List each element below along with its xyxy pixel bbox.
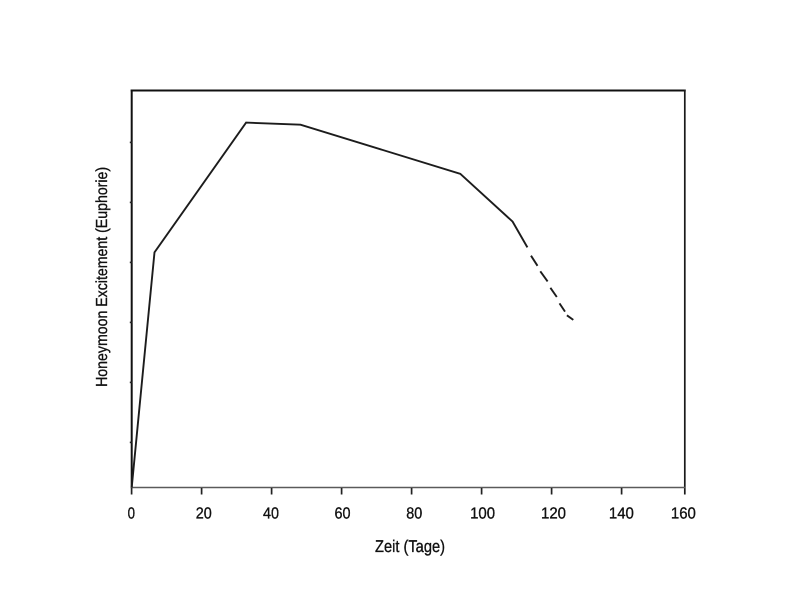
- svg-text:120: 120: [541, 505, 566, 522]
- svg-text:20: 20: [196, 505, 212, 522]
- svg-text:Honeymoon Excitement (Euphorie: Honeymoon Excitement (Euphorie): [94, 167, 111, 387]
- svg-text:100: 100: [470, 505, 495, 522]
- svg-text:0: 0: [128, 505, 135, 522]
- svg-text:140: 140: [609, 505, 634, 522]
- svg-text:80: 80: [406, 505, 422, 522]
- svg-text:Zeit (Tage): Zeit (Tage): [375, 537, 445, 556]
- svg-text:40: 40: [263, 505, 279, 522]
- svg-text:160: 160: [671, 505, 696, 522]
- svg-text:60: 60: [335, 505, 351, 522]
